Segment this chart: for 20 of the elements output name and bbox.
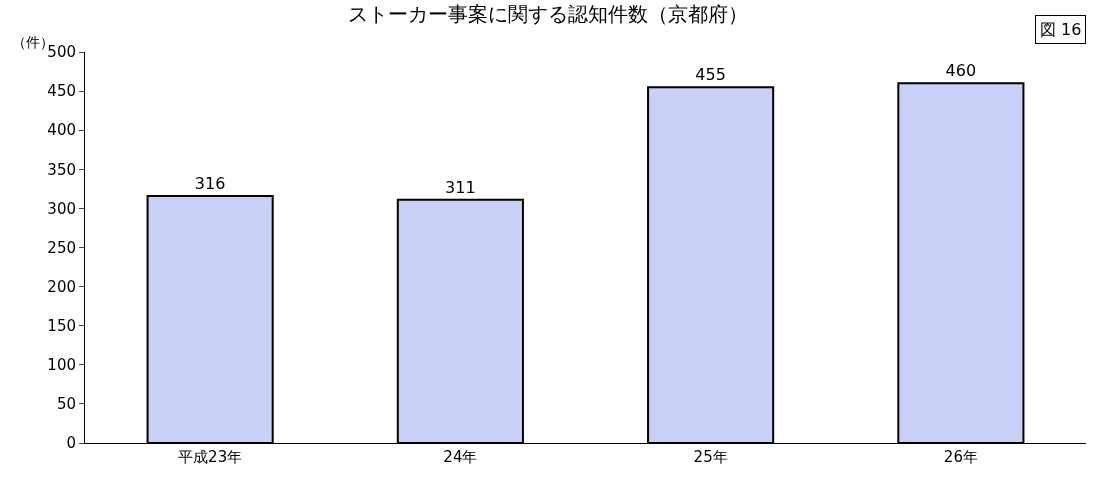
y-tick-label: 450 (47, 82, 76, 101)
caption: 図 16 (1040, 20, 1082, 39)
data-label: 311 (445, 177, 476, 197)
chart-title: ストーカー事案に関する認知件数（京都府） (348, 2, 748, 27)
x-tick-label: 平成23年 (178, 448, 243, 466)
x-tick-label: 26年 (943, 448, 978, 466)
y-tick-label: 400 (47, 121, 76, 140)
y-tick-label: 200 (47, 277, 76, 296)
y-tick-label: 50 (56, 395, 76, 414)
x-tick-label: 24年 (443, 448, 478, 466)
y-tick-label: 300 (47, 199, 76, 218)
data-label: 316 (194, 173, 226, 193)
y-tick-label: 0 (66, 434, 76, 453)
data-label: 455 (695, 65, 726, 85)
y-tick-label: 150 (47, 316, 76, 335)
data-label: 460 (945, 61, 977, 81)
y-tick-label: 250 (47, 238, 76, 257)
y-tick-label: 100 (47, 356, 76, 375)
x-tick-label: 25年 (693, 448, 728, 466)
y-tick-label: 350 (47, 160, 76, 179)
